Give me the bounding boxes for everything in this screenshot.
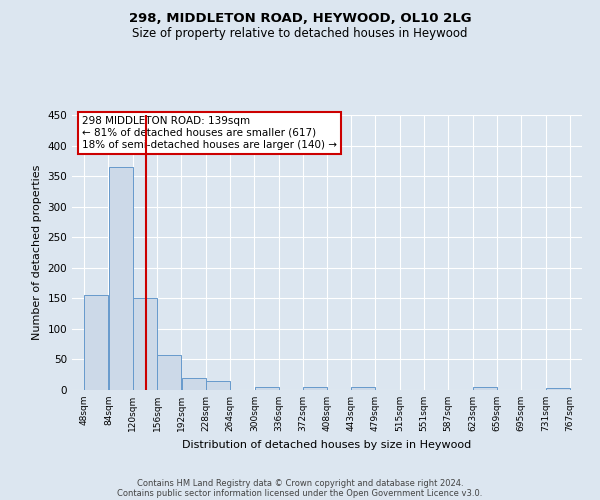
Bar [473, 387, 497, 390]
Bar [545, 388, 569, 390]
Text: Size of property relative to detached houses in Heywood: Size of property relative to detached ho… [132, 28, 468, 40]
Bar [109, 167, 133, 390]
Text: Contains HM Land Registry data © Crown copyright and database right 2024.: Contains HM Land Registry data © Crown c… [137, 478, 463, 488]
Text: Contains public sector information licensed under the Open Government Licence v3: Contains public sector information licen… [118, 488, 482, 498]
Bar [133, 298, 157, 390]
Bar [351, 387, 375, 390]
Text: 298, MIDDLETON ROAD, HEYWOOD, OL10 2LG: 298, MIDDLETON ROAD, HEYWOOD, OL10 2LG [128, 12, 472, 26]
Bar [254, 387, 278, 390]
Bar [182, 378, 206, 390]
X-axis label: Distribution of detached houses by size in Heywood: Distribution of detached houses by size … [182, 440, 472, 450]
Text: 298 MIDDLETON ROAD: 139sqm
← 81% of detached houses are smaller (617)
18% of sem: 298 MIDDLETON ROAD: 139sqm ← 81% of deta… [82, 116, 337, 150]
Bar [85, 296, 109, 390]
Bar [157, 354, 181, 390]
Bar [303, 387, 327, 390]
Y-axis label: Number of detached properties: Number of detached properties [32, 165, 42, 340]
Bar [206, 382, 230, 390]
